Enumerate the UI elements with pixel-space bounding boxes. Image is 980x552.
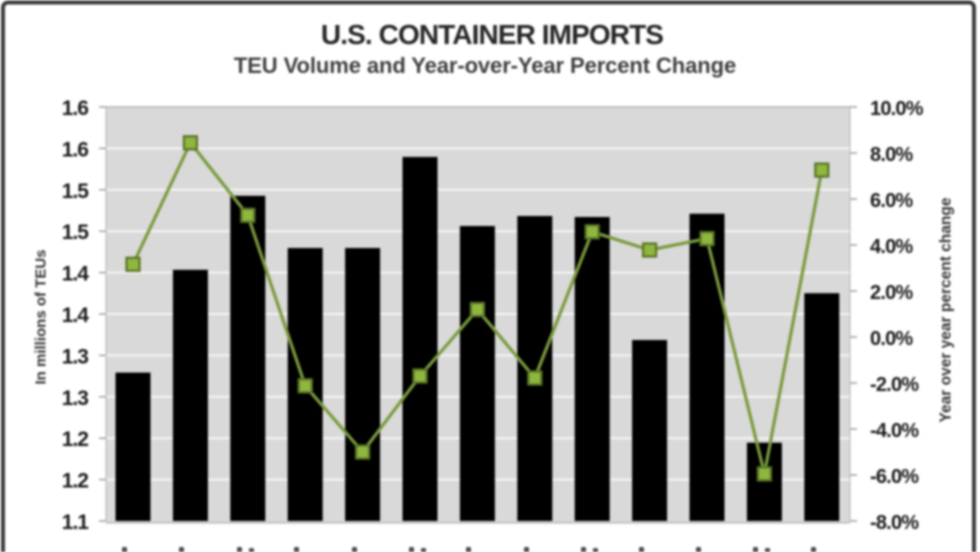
svg-text:Year over year percent change: Year over year percent change (938, 197, 955, 422)
svg-text:U.S. CONTAINER IMPORTS: U.S. CONTAINER IMPORTS (321, 19, 663, 50)
svg-text:8.0%: 8.0% (870, 144, 913, 166)
svg-text:1.6: 1.6 (62, 97, 89, 120)
svg-text:TEU Volume and Year-over-Year: TEU Volume and Year-over-Year Percent Ch… (234, 53, 736, 78)
svg-text:In millions of TEUs: In millions of TEUs (33, 249, 50, 384)
svg-text:1.4: 1.4 (62, 304, 90, 327)
svg-text:1.2: 1.2 (62, 470, 89, 493)
svg-text:1.1: 1.1 (62, 511, 90, 534)
svg-text:-2.0%: -2.0% (870, 374, 919, 396)
svg-text:-8.0%: -8.0% (870, 512, 919, 534)
svg-text:10.0%: 10.0% (870, 98, 924, 120)
svg-text:6.0%: 6.0% (870, 190, 913, 212)
svg-text:1.6: 1.6 (62, 138, 89, 161)
svg-text:2.0%: 2.0% (870, 282, 913, 304)
svg-text:4.0%: 4.0% (870, 236, 913, 258)
svg-text:-6.0%: -6.0% (870, 466, 919, 488)
svg-text:1.2: 1.2 (62, 428, 89, 451)
svg-text:1.5: 1.5 (62, 180, 90, 203)
svg-text:1.5: 1.5 (62, 221, 90, 244)
svg-text:-4.0%: -4.0% (870, 420, 919, 442)
svg-text:1.3: 1.3 (62, 345, 89, 368)
svg-text:1.3: 1.3 (62, 387, 89, 410)
svg-text:1.4: 1.4 (62, 263, 90, 286)
svg-text:0.0%: 0.0% (870, 328, 913, 350)
